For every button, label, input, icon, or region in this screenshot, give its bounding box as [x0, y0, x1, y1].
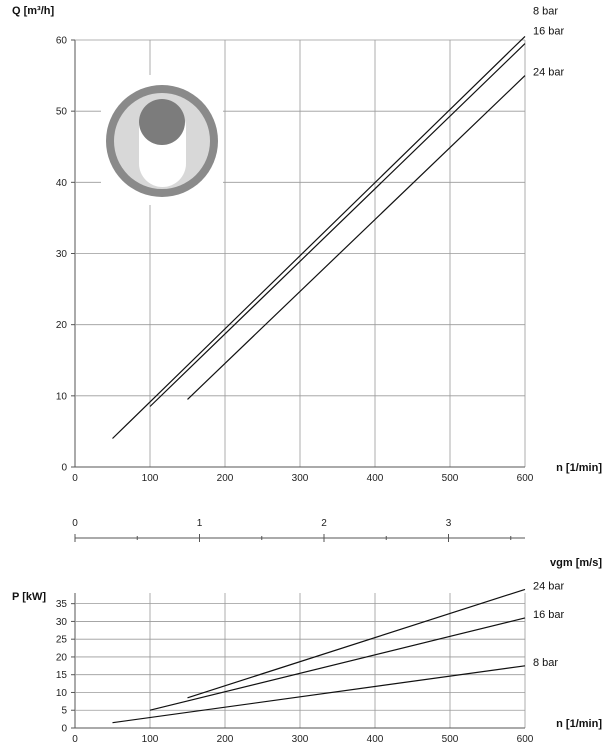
- y-tick-label: 10: [56, 688, 68, 699]
- x-tick-label: 200: [217, 734, 234, 745]
- y-tick-label: 0: [61, 724, 67, 735]
- velocity-axis-label: vgm [m/s]: [550, 557, 602, 569]
- y-tick-label: 20: [56, 652, 68, 663]
- y-tick-label: 60: [56, 36, 68, 47]
- y-tick-label: 0: [61, 463, 67, 474]
- series-line-24-bar: [187, 75, 526, 400]
- series-line-8-bar: [112, 665, 526, 724]
- power-chart-x-axis-label: n [1/min]: [556, 718, 602, 730]
- power-chart-series: [112, 588, 526, 724]
- y-tick-label: 5: [61, 706, 67, 717]
- series-label-16-bar: 16 bar: [533, 26, 565, 38]
- power-chart-series-labels: 24 bar 16 bar 8 bar: [533, 580, 565, 668]
- velocity-tick-label: 3: [446, 518, 452, 529]
- series-label-8-bar: 8 bar: [533, 5, 558, 17]
- y-tick-label: 20: [56, 320, 68, 331]
- series-label-24-bar: 24 bar: [533, 67, 565, 79]
- x-tick-label: 200: [217, 473, 234, 484]
- velocity-tick-label: 2: [321, 518, 327, 529]
- flow-chart-x-axis-label: n [1/min]: [556, 462, 602, 474]
- series-label-8-bar: 8 bar: [533, 657, 558, 669]
- power-chart-grid: [71, 593, 526, 729]
- y-tick-label: 25: [56, 635, 68, 646]
- valve-icon-ball: [139, 99, 185, 145]
- flow-chart-y-ticks: 0 10 20 30 40 50 60: [56, 36, 68, 474]
- y-tick-label: 10: [56, 391, 68, 402]
- y-tick-label: 15: [56, 670, 68, 681]
- valve-cross-section-icon: [101, 75, 223, 205]
- x-tick-label: 0: [72, 734, 78, 745]
- series-line-16-bar: [149, 43, 526, 407]
- velocity-tick-label: 0: [72, 518, 78, 529]
- x-tick-label: 500: [442, 734, 459, 745]
- x-tick-label: 600: [517, 734, 534, 745]
- power-chart: 0 5 10 15 20 25 30 35 0 100 200 300 400 500 600 24 ba…: [12, 580, 602, 745]
- series-line-16-bar: [149, 617, 526, 711]
- power-chart-y-ticks: 0 5 10 15 20 25 30 35: [56, 599, 68, 734]
- series-line-8-bar: [112, 35, 526, 439]
- y-tick-label: 40: [56, 178, 68, 189]
- x-tick-label: 400: [367, 734, 384, 745]
- x-tick-label: 500: [442, 473, 459, 484]
- x-tick-label: 100: [142, 473, 159, 484]
- power-chart-x-ticks: 0 100 200 300 400 500 600: [72, 734, 534, 745]
- flow-chart-grid: [71, 39, 526, 468]
- y-tick-label: 30: [56, 249, 68, 260]
- series-line-24-bar: [187, 588, 526, 699]
- power-chart-y-axis-label: P [kW]: [12, 591, 46, 603]
- flow-chart-x-ticks: 0 100 200 300 400 500 600: [72, 473, 534, 484]
- y-tick-label: 35: [56, 599, 68, 610]
- x-tick-label: 300: [292, 734, 309, 745]
- x-tick-label: 600: [517, 473, 534, 484]
- x-tick-label: 400: [367, 473, 384, 484]
- x-tick-label: 0: [72, 473, 78, 484]
- y-tick-label: 50: [56, 107, 68, 118]
- velocity-axis-ticks: 0 1 2 3: [72, 518, 525, 542]
- x-tick-label: 300: [292, 473, 309, 484]
- flow-chart-series: [112, 35, 526, 439]
- velocity-tick-label: 1: [197, 518, 203, 529]
- flow-chart-y-axis-label: Q [m³/h]: [12, 5, 54, 17]
- flow-chart: 0 10 20 30 40 50 60 0 100 200 300 400 500 600 8 bar 1…: [12, 5, 602, 484]
- velocity-axis: 0 1 2 3 vgm [m/s]: [72, 518, 602, 569]
- y-tick-label: 30: [56, 617, 68, 628]
- series-label-16-bar: 16 bar: [533, 609, 565, 621]
- series-label-24-bar: 24 bar: [533, 580, 565, 592]
- flow-chart-series-labels: 8 bar 16 bar 24 bar: [533, 5, 565, 78]
- x-tick-label: 100: [142, 734, 159, 745]
